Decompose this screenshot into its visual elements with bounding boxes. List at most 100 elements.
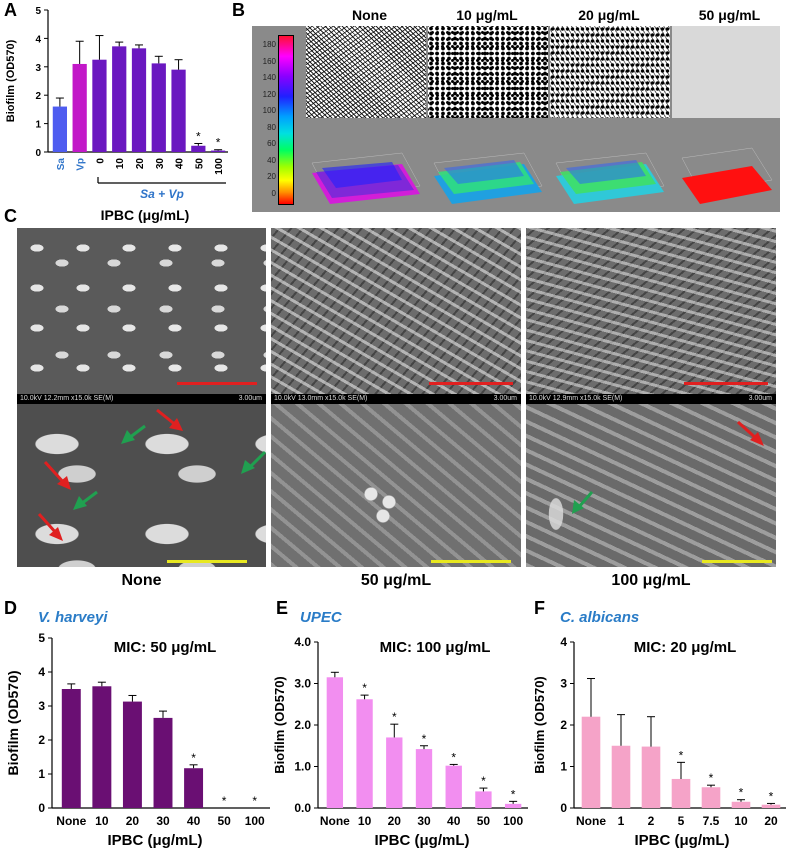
chart-title: C. albicans [560, 609, 639, 626]
caption-none: None [121, 572, 162, 589]
panel-b-header-none: None [352, 7, 387, 23]
y-tick-label: 2 [560, 718, 567, 732]
caption-50: 50 μg/mL [360, 572, 432, 589]
bar [131, 48, 147, 153]
significance-marker: * [222, 794, 227, 808]
bar [210, 150, 226, 152]
x-tick-label: Sa [56, 158, 67, 171]
bar [122, 701, 142, 808]
bar [445, 765, 462, 808]
x-tick-label: 100 [503, 814, 523, 828]
bar [52, 106, 68, 152]
y-tick-label: 5 [38, 631, 45, 645]
scale-bar-none-top [177, 382, 257, 385]
binary-image-50 [672, 26, 780, 118]
bar [92, 59, 107, 153]
sem-image-100-bottom [526, 404, 776, 567]
x-tick-label: 20 [388, 814, 402, 828]
y-tick-label: 1 [560, 760, 567, 774]
binary-image-none [306, 26, 426, 118]
x-tick-label: 7.5 [703, 814, 720, 828]
y-tick-label: 0.0 [294, 801, 311, 815]
colorbar-tick-label: 180 [262, 40, 276, 49]
binary-image-10 [428, 26, 548, 118]
significance-marker: * [362, 681, 367, 695]
panel-b-header-20: 20 μg/mL [578, 7, 640, 23]
panel-letter-b: B [232, 0, 245, 20]
panel-b: None 10 μg/mL 20 μg/mL 50 μg/mL 180 160 14… [252, 0, 793, 212]
bar [184, 768, 204, 808]
bar [386, 737, 403, 808]
colorbar-tick-label: 120 [262, 89, 276, 99]
colorbar-tick-label: 60 [267, 139, 276, 148]
bar [92, 686, 112, 808]
caption-100: 100 μg/mL [611, 572, 691, 589]
chart-d: 0 1 2 3 4 5 Biofilm (OD570) None 10 20 30 * 40 * 50 * 10… [5, 609, 270, 849]
mic-annotation: MIC: 100 μg/mL [380, 639, 491, 656]
x-tick-label: 1 [618, 814, 625, 828]
sem-image-none-top: 10.0kV 12.2mm x15.0k SE(M) 3.00um [17, 228, 266, 404]
colorbar-tick-label: 80 [267, 122, 276, 132]
significance-marker: * [392, 710, 397, 724]
bar [504, 803, 522, 808]
x-tick-label: Vp [76, 158, 87, 171]
significance-marker: * [196, 129, 201, 143]
significance-marker: * [252, 794, 257, 808]
y-tick-label: 4 [35, 34, 41, 45]
panel-letter-c: C [4, 206, 17, 226]
y-tick-label: 4 [560, 635, 567, 649]
y-axis-label: Biofilm (OD570) [532, 676, 547, 774]
x-tick-label: 20 [764, 814, 778, 828]
significance-marker: * [481, 774, 486, 788]
x-tick-label: 40 [447, 814, 461, 828]
sem-scale-none: 3.00um [238, 395, 262, 402]
bar [581, 716, 601, 808]
sem-image-50-top: 10.0kV 13.0mm x15.0k SE(M) 3.00um [271, 228, 521, 404]
sem-info-none: 10.0kV 12.2mm x15.0k SE(M) [20, 395, 114, 402]
bar [72, 63, 87, 152]
chart-title: V. harveyi [38, 609, 108, 626]
scale-bar-100-top [684, 382, 768, 385]
x-axis-label: IPBC (μg/mL) [101, 207, 190, 223]
y-tick-label: 0 [35, 148, 41, 159]
x-tick-label: 20 [126, 814, 140, 828]
panel-b-header-50: 50 μg/mL [698, 7, 761, 23]
surface-plot-20 [555, 152, 665, 204]
x-tick-label: 40 [187, 814, 201, 828]
green-arrows-none [73, 424, 266, 510]
x-tick-label: 10 [358, 814, 372, 828]
x-tick-label: 10 [734, 814, 748, 828]
x-axis-label: IPBC (μg/mL) [634, 832, 729, 849]
sem-info-100: 10.0kV 12.9mm x15.0k SE(M) [529, 395, 623, 402]
x-tick-label: None [320, 814, 350, 828]
surface-plot-none [311, 152, 421, 204]
bar [326, 677, 344, 808]
significance-marker: * [216, 136, 221, 150]
panel-letter-a: A [4, 0, 17, 20]
scale-bar-none-bottom [167, 560, 247, 563]
colorbar-tick-label: 0 [271, 188, 276, 198]
significance-marker: * [739, 786, 744, 800]
y-tick-label: 2 [35, 91, 41, 102]
y-tick-label: 4.0 [294, 635, 311, 649]
y-tick-label: 2 [38, 733, 45, 747]
x-tick-label: None [56, 814, 86, 828]
significance-marker: * [451, 750, 456, 764]
chart-title: UPEC [300, 609, 343, 626]
y-tick-label: 3 [560, 677, 567, 691]
panel-letter-e: E [276, 598, 289, 618]
bar [701, 787, 721, 808]
y-axis-label: Biofilm (OD570) [5, 670, 21, 775]
x-tick-label: 5 [678, 814, 685, 828]
significance-marker: * [191, 751, 196, 765]
red-arrows-none [37, 408, 183, 541]
colorbar-tick-label: 160 [262, 56, 276, 66]
x-tick-label: 30 [156, 814, 170, 828]
y-tick-label: 3 [38, 699, 45, 713]
x-tick-label: 30 [155, 158, 166, 170]
surface-plot-50 [681, 147, 773, 204]
x-tick-label: 30 [417, 814, 431, 828]
colorbar [278, 35, 294, 205]
scale-bar-50-top [429, 382, 513, 385]
bar [151, 63, 166, 152]
